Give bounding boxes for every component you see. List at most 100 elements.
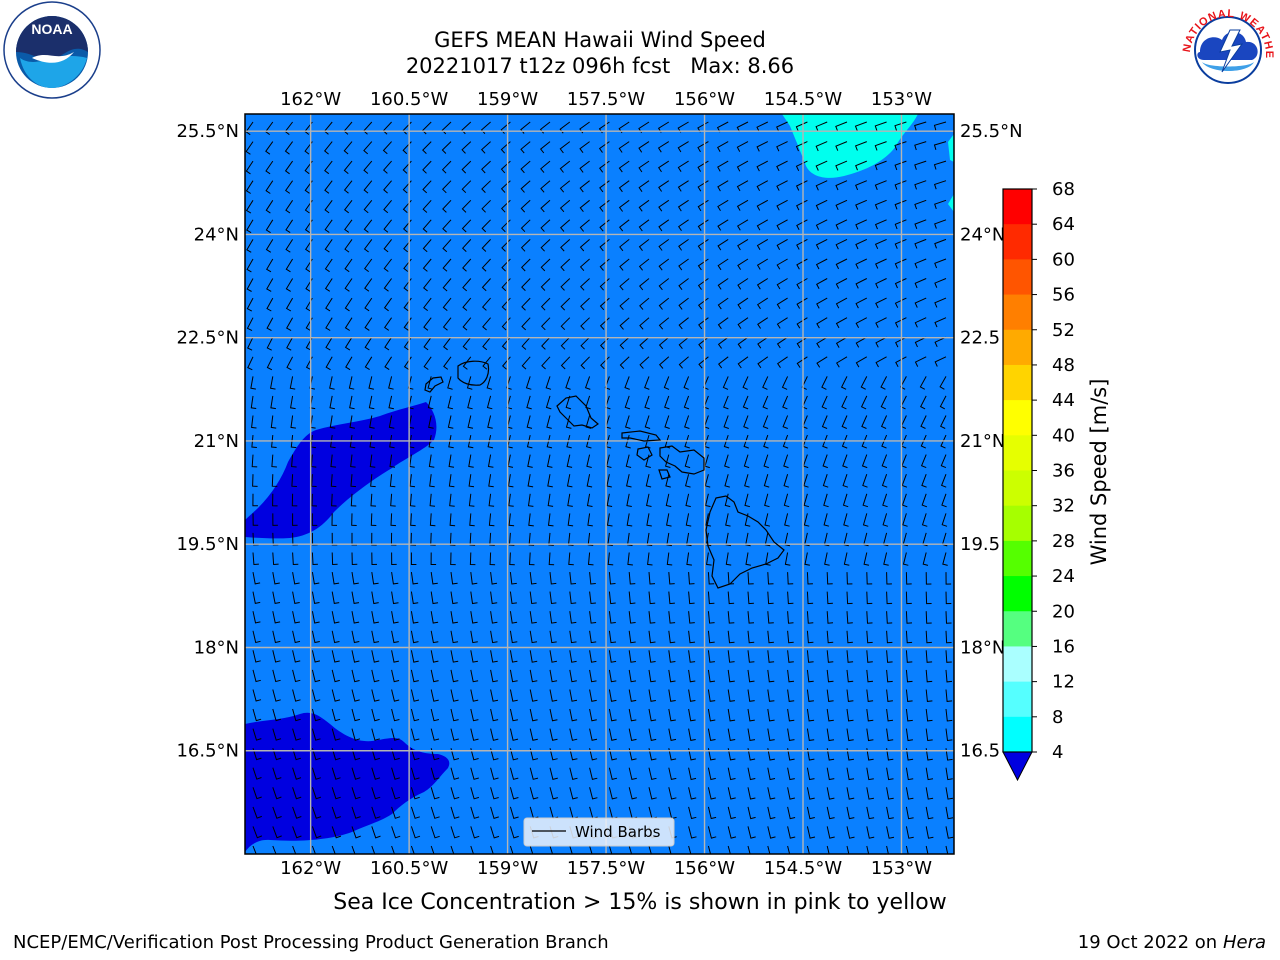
wind-barb <box>490 708 499 722</box>
wind-barb <box>290 415 296 429</box>
wind-barb <box>529 630 538 644</box>
wind-barb <box>628 591 636 605</box>
wind-barb <box>285 297 294 312</box>
wind-barb <box>266 297 274 312</box>
wind-barb <box>470 767 479 780</box>
wind-barb <box>767 728 775 741</box>
wind-barb <box>589 845 593 854</box>
chart-title: GEFS MEAN Hawaii Wind Speed <box>434 28 766 52</box>
wind-barb <box>787 669 795 683</box>
wind-barb <box>619 356 630 370</box>
wind-barb <box>272 572 280 585</box>
wind-barb <box>648 728 657 741</box>
wind-barb <box>688 689 696 702</box>
wind-barb <box>619 317 630 330</box>
wind-barb <box>776 258 788 270</box>
colorbar-tick-label-6: 44 <box>1052 390 1075 411</box>
wind-barb <box>767 611 774 624</box>
wind-barb <box>724 454 730 469</box>
colorbar-segment-8 <box>1003 470 1032 507</box>
wind-barb <box>919 376 927 390</box>
lat-label-right-5: 18°N <box>960 637 1005 658</box>
wind-barb <box>527 454 533 468</box>
wind-barb <box>688 650 696 663</box>
legend-label: Wind Barbs <box>575 823 661 841</box>
wind-barb <box>539 141 551 154</box>
wind-barb <box>311 748 321 761</box>
wind-barb <box>747 611 755 624</box>
wind-barb <box>763 434 769 449</box>
wind-barb <box>866 611 873 624</box>
wind-barb <box>933 141 947 150</box>
wind-barb <box>841 434 848 449</box>
wind-barb <box>796 317 808 329</box>
colorbar-segment-4 <box>1003 329 1032 366</box>
wind-barb <box>846 611 853 624</box>
wind-barb <box>369 454 376 468</box>
wind-barb <box>272 708 282 722</box>
wind-barb <box>744 474 750 488</box>
wind-barb <box>902 552 909 566</box>
wind-barb <box>441 180 452 194</box>
wind-barb <box>331 806 341 819</box>
wind-barb <box>311 591 320 604</box>
wind-barb <box>547 513 554 527</box>
wind-barb <box>490 669 498 683</box>
wind-barb <box>391 689 400 702</box>
wind-barb <box>350 454 356 468</box>
wind-barb <box>520 160 531 174</box>
wind-barb <box>756 141 769 152</box>
lat-label-right-6: 16.5 <box>960 741 1000 762</box>
wind-barb <box>547 493 554 507</box>
wind-barb <box>925 611 932 624</box>
wind-barb <box>803 513 810 527</box>
wind-barb <box>481 239 491 252</box>
wind-barb <box>875 278 887 289</box>
wind-barb <box>351 630 360 644</box>
wind-barb <box>430 708 440 722</box>
wind-barb <box>449 493 455 507</box>
wind-barb <box>481 180 491 193</box>
wind-barb <box>743 434 749 449</box>
wind-barb <box>886 806 894 820</box>
wind-barb <box>508 513 515 527</box>
wind-barb <box>875 317 887 328</box>
wind-barb <box>292 748 302 761</box>
wind-barb <box>727 748 736 761</box>
wind-barb <box>311 767 321 780</box>
wind-barb <box>589 650 597 663</box>
wind-barb <box>349 415 355 429</box>
wind-barb <box>619 336 630 350</box>
wind-barb <box>678 356 689 369</box>
wind-barb <box>448 474 455 488</box>
wind-barb <box>925 650 933 663</box>
wind-barb <box>331 591 340 604</box>
wind-barb <box>285 219 294 234</box>
wind-barb <box>331 767 341 780</box>
wind-barb <box>266 258 274 273</box>
wind-barb <box>585 395 591 410</box>
wind-barb <box>874 121 887 131</box>
footer-date-text: 19 Oct 2022 on <box>1077 932 1223 953</box>
wind-barb <box>252 689 262 702</box>
wind-barb <box>628 767 637 780</box>
wind-barb <box>894 317 907 328</box>
wind-barb <box>624 415 631 429</box>
wind-barb <box>866 826 875 839</box>
wind-barb <box>489 552 496 566</box>
wind-barb <box>743 415 749 429</box>
wind-barb <box>252 630 261 644</box>
wind-barb <box>363 239 373 253</box>
wind-barb <box>717 141 729 152</box>
chart-subtitle: 20221017 t12z 096h fcst Max: 8.66 <box>405 54 795 78</box>
wind-barb <box>683 376 690 390</box>
wind-barb <box>866 572 873 585</box>
wind-barb <box>509 689 518 702</box>
wind-barb <box>509 787 519 800</box>
wind-barb <box>410 552 417 565</box>
wind-barb <box>835 278 848 289</box>
lon-label-bottom-5: 154.5°W <box>764 858 843 879</box>
wind-barb <box>905 728 913 742</box>
wind-barb <box>914 278 927 289</box>
wind-barb <box>560 317 571 331</box>
